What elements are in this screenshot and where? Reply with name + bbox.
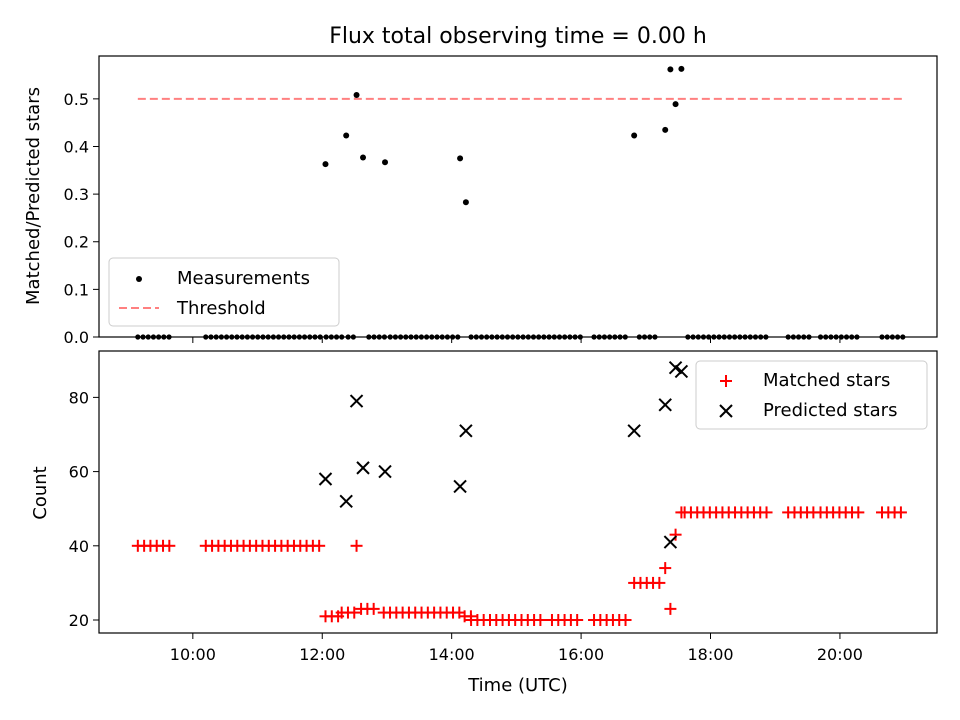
matched-star-point [313,539,326,552]
count-x-tick-label: 16:00 [558,645,604,664]
predicted-star-point [674,364,689,379]
predicted-star-point [663,535,678,549]
predicted-star-point [318,472,333,486]
predicted-star-point [356,461,370,475]
ratio-y-axis-label: Matched/Predicted stars [23,87,44,305]
matched-star-point [675,506,688,519]
ratio-plot-frame [98,55,938,338]
predicted-star-point [349,394,364,408]
matched-star-point [367,602,380,615]
measurement-point [678,65,685,72]
count-y-ticks: 20 40 60 80 [69,388,99,630]
measurement-point [667,66,674,73]
matched-star-point [852,506,865,519]
ratio-y-tick-label: 0.4 [64,137,89,156]
predicted-star-point [627,424,641,438]
count-y-tick-label: 40 [69,537,89,556]
count-x-axis-label: Time (UTC) [467,675,568,696]
measurement-point [343,132,350,139]
predicted-star-point [378,464,392,479]
measurement-point [462,199,469,206]
count-x-tick-label: 10:00 [170,645,216,664]
matched-star-point [619,614,632,627]
ratio-x-ticks [192,337,841,343]
ratio-legend: Measurements Threshold [108,257,340,327]
predicted-star-point [459,424,473,438]
predicted-star-point [453,479,467,494]
matched-star-point [571,614,584,627]
ratio-y-tick-label: 0.3 [64,185,89,204]
count-x-tick-label: 20:00 [817,645,863,664]
count-x-tick-label: 12:00 [299,645,345,664]
matched-star-point [894,506,907,519]
ratio-y-tick-label: 0.5 [64,90,89,109]
count-legend-box [695,360,928,430]
legend-measurements-label: Measurements [177,268,310,289]
count-y-tick-label: 60 [69,463,89,482]
measurement-point [662,126,669,133]
legend-measurements-marker [136,276,142,282]
measurement-point [322,161,329,168]
predicted-star-point [658,398,672,412]
predicted-star-point [668,360,683,375]
count-y-tick-label: 80 [69,388,89,407]
count-series-layer [131,360,907,627]
matched-star-point [348,606,361,619]
legend-matched-label: Matched stars [763,370,890,391]
measurement-point [360,154,367,161]
matched-star-point [669,528,682,541]
legend-predicted-marker [719,404,733,418]
measurement-point [457,155,464,162]
ratio-legend-box [108,257,340,327]
count-legend: Matched stars Predicted stars [695,360,928,430]
predicted-star-point [339,494,353,508]
matched-star-point [659,562,672,575]
matched-star-point [163,539,176,552]
matched-star-point [350,539,363,552]
count-x-tick-label: 14:00 [429,645,475,664]
legend-threshold-label: Threshold [176,298,266,319]
ratio-y-tick-label: 0.0 [64,328,89,347]
ratio-panel: 0.0 0.1 0.2 0.3 0.4 0.5 Matched/Predicted sta… [23,55,938,347]
measurement-point [382,159,389,166]
count-plot-frame [98,350,938,634]
predicted-stars-series [318,360,689,549]
measurement-point [353,92,360,99]
matched-star-point [760,506,773,519]
matched-star-point [653,576,666,589]
legend-predicted-label: Predicted stars [763,400,897,421]
matched-star-point [664,602,677,615]
ratio-y-ticks: 0.0 0.1 0.2 0.3 0.4 0.5 [64,90,99,347]
measurement-point [672,101,679,108]
measurement-point [631,132,638,139]
matched-stars-series [131,506,907,627]
count-x-tick-label: 18:00 [687,645,733,664]
matched-star-point [534,614,547,627]
ratio-y-tick-label: 0.1 [64,280,89,299]
chart-title: Flux total observing time = 0.00 h [329,24,707,49]
legend-matched-marker [720,375,732,387]
count-x-ticks: 10:00 12:00 14:00 16:00 18:00 20:00 [170,633,863,664]
ratio-y-tick-label: 0.2 [64,233,89,252]
count-y-axis-label: Count [30,466,51,519]
count-y-tick-label: 20 [69,611,89,630]
